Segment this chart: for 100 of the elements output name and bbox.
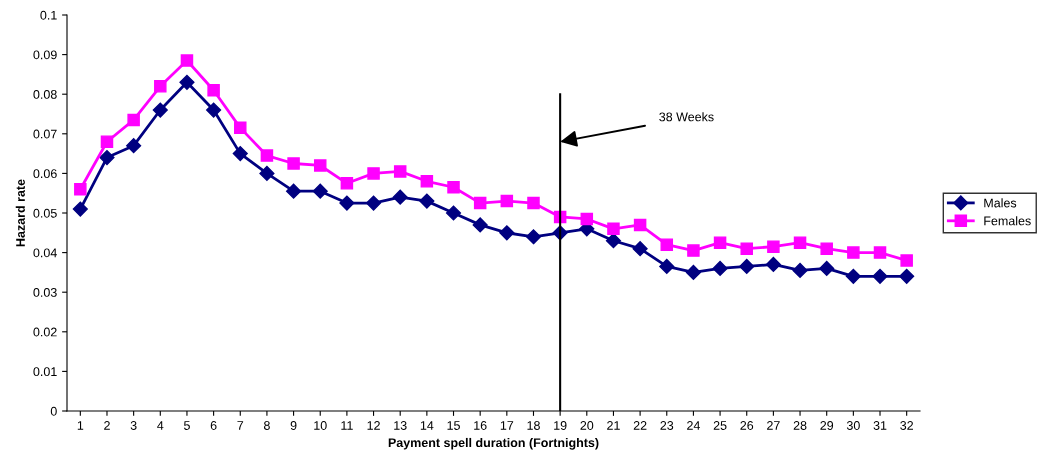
y-tick-label: 0.01 (33, 367, 57, 377)
legend-label: Females (984, 216, 1031, 226)
x-tick-label: 26 (740, 421, 754, 430)
point (180, 54, 194, 67)
point (286, 183, 302, 199)
x-tick-label: 3 (130, 421, 137, 430)
point (685, 264, 701, 280)
y-tick-label: 0.05 (33, 208, 57, 218)
x-tick-label: 23 (660, 421, 674, 430)
point (393, 165, 407, 178)
point (793, 236, 807, 249)
x-tick-label: 10 (314, 421, 327, 430)
point (739, 258, 755, 275)
point (74, 182, 87, 196)
point (472, 217, 488, 233)
point (234, 121, 247, 135)
point (340, 177, 354, 190)
y-tick-label: 0.1 (40, 10, 57, 20)
x-tick-label: 2 (104, 421, 110, 430)
point (605, 233, 622, 249)
point (339, 195, 355, 211)
point (260, 149, 274, 162)
x-tick-label: 11 (341, 421, 353, 430)
point (900, 254, 913, 267)
point (525, 229, 542, 245)
x-tick-label: 18 (527, 421, 540, 430)
point (500, 194, 514, 208)
point (152, 102, 168, 118)
point (580, 212, 594, 226)
x-tick-label: 15 (447, 421, 460, 430)
point (633, 218, 647, 232)
y-axis-title: Hazard rate (15, 179, 25, 247)
point (420, 175, 434, 188)
point (154, 80, 167, 93)
point (845, 268, 861, 284)
y-tick-label: 0.07 (33, 129, 57, 139)
point (367, 167, 380, 180)
point (820, 242, 833, 255)
x-tick-label: 14 (420, 421, 434, 430)
point (632, 241, 648, 257)
point (527, 196, 540, 210)
point (740, 242, 753, 255)
point (179, 74, 195, 90)
point (872, 268, 888, 284)
legend-label: Males (984, 198, 1017, 208)
point (312, 183, 328, 199)
x-tick-label: 32 (900, 421, 913, 430)
x-tick-label: 6 (210, 421, 217, 430)
point (206, 102, 222, 118)
x-tick-label: 20 (580, 421, 594, 430)
point (899, 268, 915, 284)
x-tick-label: 8 (263, 421, 270, 430)
x-tick-label: 9 (290, 421, 297, 430)
point (232, 146, 248, 162)
point (473, 196, 487, 210)
x-tick-label: 5 (183, 421, 190, 430)
point (207, 83, 220, 97)
y-tick-label: 0.04 (33, 248, 57, 258)
x-tick-label: 19 (554, 421, 567, 430)
annotation: 38 Weeks (659, 112, 714, 122)
x-tick-label: 29 (820, 421, 834, 430)
y-tick-label: 0.09 (33, 50, 57, 60)
x-tick-label: 4 (157, 421, 164, 430)
x-tick-label: 27 (767, 421, 780, 430)
y-tick-label: 0.03 (33, 288, 57, 297)
point (607, 222, 620, 236)
point (660, 238, 674, 251)
point (767, 240, 780, 253)
point (847, 246, 860, 259)
point (659, 258, 675, 275)
point (873, 246, 887, 259)
x-tick-label: 25 (713, 421, 727, 430)
y-tick-label: 0.06 (33, 169, 57, 179)
point (445, 205, 462, 221)
point (72, 201, 88, 217)
x-tick-label: 22 (633, 421, 647, 430)
y-tick-label: 0 (50, 406, 57, 416)
point (765, 256, 781, 273)
x-tick-label: 17 (500, 421, 514, 430)
x-tick-label: 12 (367, 421, 380, 430)
x-tick-label: 1 (77, 421, 84, 430)
point (259, 165, 275, 181)
point (419, 193, 435, 209)
point (99, 149, 115, 166)
point (313, 159, 327, 172)
point (792, 262, 808, 278)
x-tick-label: 31 (873, 421, 887, 430)
point (713, 236, 727, 249)
point (100, 135, 114, 148)
y-tick-label: 0.08 (33, 90, 57, 99)
x-axis-title: Payment spell duration (Fortnights) (388, 437, 599, 450)
point (499, 225, 515, 241)
point (687, 244, 700, 257)
x-tick-label: 24 (687, 421, 701, 430)
x-tick-label: 28 (793, 421, 807, 430)
point (127, 113, 140, 127)
x-tick-label: 21 (607, 421, 620, 430)
x-tick-label: 13 (394, 421, 407, 430)
point (126, 138, 142, 154)
y-tick-label: 0.02 (33, 327, 57, 337)
